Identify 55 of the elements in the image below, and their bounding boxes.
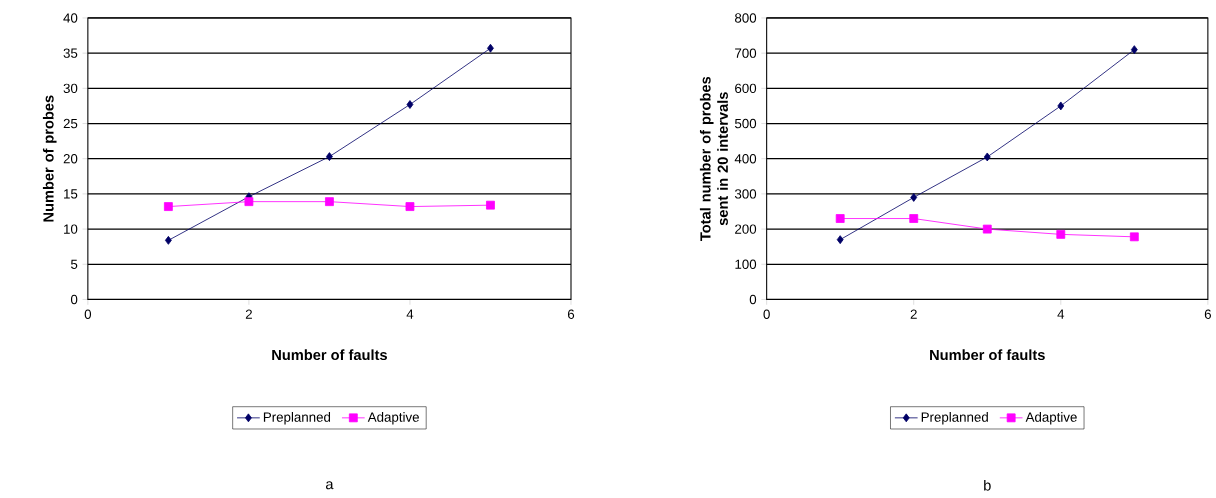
point xyxy=(836,235,844,244)
x-tick-label: 0 xyxy=(84,309,92,319)
text: a xyxy=(325,481,334,490)
y-tick-label: 20 xyxy=(63,153,78,164)
point xyxy=(163,202,173,211)
point xyxy=(326,152,333,161)
point xyxy=(983,152,991,162)
y-tick-label: 800 xyxy=(735,13,757,23)
x-tick-label: 2 xyxy=(910,309,917,319)
y-axis-title: Number of probes xyxy=(42,95,57,222)
y-tick-label: 5 xyxy=(70,259,78,269)
y-tick-label: 600 xyxy=(735,83,757,93)
x-tick-label: 6 xyxy=(567,309,575,319)
point xyxy=(164,235,172,245)
point xyxy=(244,197,254,206)
point xyxy=(835,214,845,223)
y-tick-label: 35 xyxy=(63,48,78,58)
legend-label: Preplanned xyxy=(263,411,331,425)
x-tick-label: 6 xyxy=(1204,309,1211,319)
point xyxy=(406,100,414,109)
y-tick-label: 300 xyxy=(734,189,757,199)
point xyxy=(487,43,494,53)
point xyxy=(909,214,919,223)
y-tick-label: 0 xyxy=(70,294,78,305)
legend-label: Preplanned xyxy=(921,411,988,425)
point xyxy=(1129,232,1139,242)
point xyxy=(405,202,415,211)
y-tick-label: 400 xyxy=(734,153,757,164)
y-tick-label: 0 xyxy=(749,294,757,305)
y-tick-label: 500 xyxy=(734,118,757,129)
y-tick-label: 100 xyxy=(735,259,757,269)
y-tick-label: 15 xyxy=(64,189,78,199)
x-tick-label: 4 xyxy=(406,309,414,319)
y-tick-label: 30 xyxy=(63,83,78,93)
x-tick-label: 2 xyxy=(245,309,252,319)
point xyxy=(1130,45,1138,54)
y-tick-label: 10 xyxy=(64,224,78,234)
point xyxy=(982,224,992,234)
x-axis-title: Number of faults xyxy=(930,349,1045,361)
text: b xyxy=(984,479,991,491)
legend-label: Adaptive xyxy=(367,411,419,425)
y-tick-label: 700 xyxy=(735,48,757,58)
y-tick-label: 25 xyxy=(63,118,78,129)
x-tick-label: 0 xyxy=(763,309,770,319)
y-tick-label: 40 xyxy=(63,13,78,23)
point xyxy=(910,192,918,202)
y-tick-label: 200 xyxy=(735,224,757,234)
x-axis-title: Number of faults xyxy=(272,349,387,361)
point xyxy=(325,197,334,206)
x-tick-label: 4 xyxy=(1057,309,1065,319)
point xyxy=(1057,101,1065,111)
point xyxy=(486,200,495,210)
legend-label: Adaptive xyxy=(1025,411,1077,425)
point xyxy=(1056,229,1066,239)
y-axis-title: Total number of probes sent in 20 intervals xyxy=(699,76,728,241)
